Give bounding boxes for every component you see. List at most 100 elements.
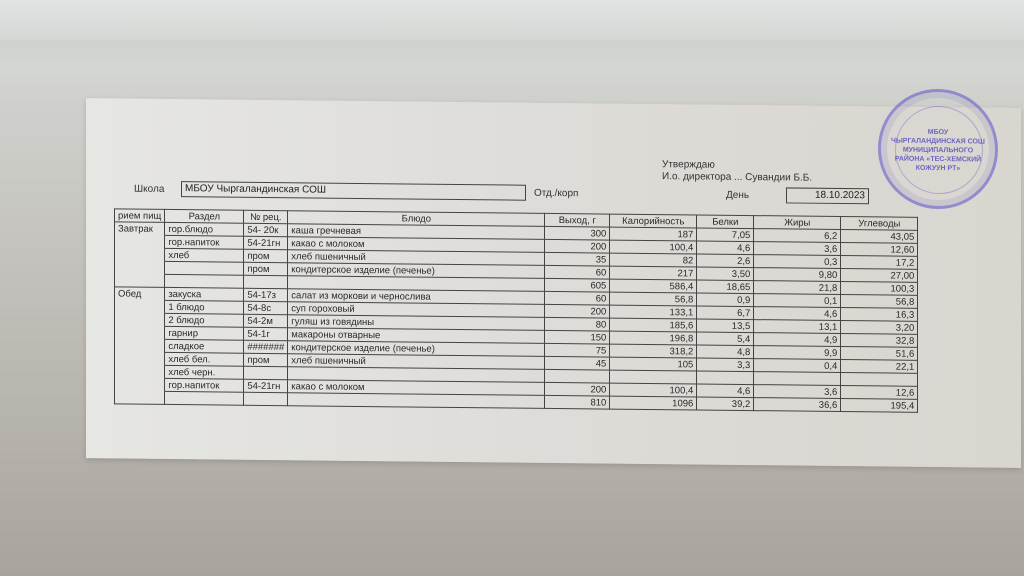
table-cell bbox=[114, 273, 165, 288]
table-cell: 9,80 bbox=[753, 267, 841, 282]
table-cell: 5,4 bbox=[696, 332, 754, 346]
table-cell: 27,00 bbox=[840, 268, 918, 283]
table-cell: 300 bbox=[544, 226, 610, 241]
table-cell: 100,4 bbox=[609, 240, 697, 255]
table-cell: 36,6 bbox=[753, 397, 841, 412]
wall-background bbox=[0, 0, 1024, 40]
table-cell: 150 bbox=[544, 330, 610, 345]
table-cell: 60 bbox=[544, 265, 610, 280]
table-cell: 12,6 bbox=[840, 385, 918, 400]
table-cell: 100,3 bbox=[840, 281, 918, 296]
table-cell bbox=[544, 369, 610, 384]
table-cell: 39,2 bbox=[696, 397, 754, 411]
day-label: День bbox=[726, 189, 750, 202]
table-cell bbox=[114, 312, 165, 327]
table-cell bbox=[840, 372, 918, 387]
table-cell: 4,6 bbox=[753, 306, 841, 321]
table-cell: 2,6 bbox=[696, 254, 754, 268]
table-cell: 60 bbox=[544, 291, 610, 306]
table-cell: 4,8 bbox=[696, 345, 754, 359]
table-cell: 21,8 bbox=[753, 280, 841, 295]
director-line: И.о. директора ... Сувандии Б.Б. bbox=[662, 171, 813, 184]
table-cell: гор.напиток bbox=[164, 235, 244, 250]
approval-block: Утверждаю И.о. директора ... Сувандии Б.… bbox=[662, 159, 812, 185]
table-cell: гор.напиток bbox=[164, 378, 244, 393]
table-cell: 217 bbox=[609, 266, 697, 281]
table-cell: хлеб бел. bbox=[164, 352, 244, 367]
column-header: Калорийность bbox=[609, 214, 697, 229]
table-cell: 4,6 bbox=[696, 384, 754, 398]
column-header: Выход, г bbox=[544, 213, 610, 228]
table-cell: 43,05 bbox=[840, 229, 918, 244]
table-cell bbox=[164, 391, 244, 406]
table-cell: Обед bbox=[114, 286, 165, 301]
table-cell: 54-17з bbox=[243, 288, 288, 302]
table-cell bbox=[243, 275, 288, 289]
table-cell bbox=[753, 371, 841, 386]
table-cell: 3,50 bbox=[696, 267, 754, 281]
table-cell: 9,9 bbox=[753, 345, 841, 360]
table-cell: 3,6 bbox=[753, 241, 841, 256]
table-cell: 4,6 bbox=[696, 241, 754, 255]
table-cell: 80 bbox=[544, 317, 610, 332]
table-cell: 318,2 bbox=[609, 344, 697, 359]
table-cell: 195,4 bbox=[840, 398, 918, 413]
table-cell: Завтрак bbox=[114, 221, 165, 236]
table-cell: 17,2 bbox=[840, 255, 918, 270]
table-cell: 56,8 bbox=[609, 292, 697, 307]
table-cell: 100,4 bbox=[609, 383, 697, 398]
table-cell: закуска bbox=[164, 287, 244, 302]
table-cell: 1096 bbox=[609, 396, 697, 411]
column-header: Углеводы bbox=[840, 216, 918, 231]
table-cell bbox=[114, 325, 165, 340]
table-cell bbox=[114, 260, 165, 275]
table-cell: 586,4 bbox=[609, 279, 697, 294]
table-cell: 32,8 bbox=[840, 333, 918, 348]
table-cell bbox=[114, 299, 165, 314]
table-cell: 6,7 bbox=[696, 306, 754, 320]
table-cell bbox=[287, 392, 545, 409]
table-cell bbox=[164, 274, 244, 289]
table-cell: 200 bbox=[544, 304, 610, 319]
table-cell: 13,1 bbox=[753, 319, 841, 334]
table-cell: 22,1 bbox=[840, 359, 918, 374]
table-cell: 51,6 bbox=[840, 346, 918, 361]
table-cell: 3,6 bbox=[753, 384, 841, 399]
table-cell bbox=[114, 390, 165, 405]
table-cell: 2 блюдо bbox=[164, 313, 244, 328]
table-cell: сладкое bbox=[164, 339, 244, 354]
table-cell: пром bbox=[243, 353, 288, 367]
column-header: рием пищ bbox=[114, 208, 165, 223]
table-cell: 7,05 bbox=[696, 228, 754, 242]
table-cell: 0,9 bbox=[696, 293, 754, 307]
table-cell: 185,6 bbox=[609, 318, 697, 333]
table-cell: 16,3 bbox=[840, 307, 918, 322]
table-cell: 0,3 bbox=[753, 254, 841, 269]
table-cell: 54-2м bbox=[243, 314, 288, 328]
table-cell bbox=[114, 351, 165, 366]
column-header: Жиры bbox=[753, 215, 841, 230]
table-cell: 54-21гн bbox=[243, 236, 288, 250]
table-cell: 54-1г bbox=[243, 327, 288, 341]
menu-table: рием пищ Раздел № рец. Блюдо Выход, г Калорий… bbox=[114, 208, 918, 413]
table-cell: 187 bbox=[609, 227, 697, 242]
table-cell: 105 bbox=[609, 357, 697, 372]
menu-document: Школа МБОУ Чыргаландинская СОШ Отд./корп… bbox=[86, 88, 1021, 468]
table-cell: 3,3 bbox=[696, 358, 754, 372]
table-cell: 54-8с bbox=[243, 301, 288, 315]
table-cell: 6,2 bbox=[753, 228, 841, 243]
table-cell bbox=[243, 392, 288, 406]
table-cell bbox=[114, 377, 165, 392]
table-cell bbox=[243, 366, 288, 380]
table-cell: хлеб черн. bbox=[164, 365, 244, 380]
table-cell: 200 bbox=[544, 239, 610, 254]
table-cell: 54-21гн bbox=[243, 379, 288, 393]
table-cell bbox=[696, 371, 754, 385]
table-cell bbox=[114, 247, 165, 262]
table-cell: 605 bbox=[544, 278, 610, 293]
table-cell: 82 bbox=[609, 253, 697, 268]
table-cell: 810 bbox=[544, 395, 610, 410]
table-cell bbox=[114, 338, 165, 353]
stamp-line: КОЖУУН РТ» bbox=[915, 164, 961, 173]
table-cell: 35 bbox=[544, 252, 610, 267]
